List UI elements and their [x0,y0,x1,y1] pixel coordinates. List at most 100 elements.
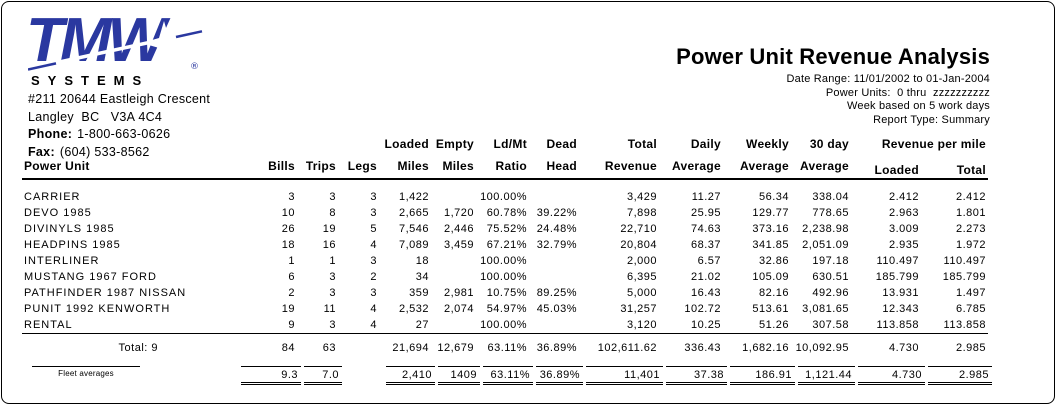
power-unit-name: DIVINYLS 1985 [24,223,115,235]
column-header: Empty [435,137,474,151]
spacer-row [22,179,988,189]
table-cell: 6.57 [697,255,721,267]
table-cell: 630.51 [812,271,849,283]
table-cell: 3 [329,271,336,283]
column-header: Ratio [476,151,529,180]
table-row: PUNIT 1992 KENWORTH 19 11 4 2,532 2,074 54.97%… [22,301,988,317]
power-unit-name: RENTAL [24,319,73,331]
table-cell: 4 [370,319,377,331]
table-cell: 51.26 [758,319,789,331]
table-cell: 778.65 [812,207,849,219]
table-cell: 45.03% [536,303,577,315]
table-cell: 3 [288,191,295,203]
fleet-cell: 7.0 [297,366,342,408]
table-cell: 100.00% [480,255,527,267]
fleet-average-value: 4.730 [858,366,925,385]
total-cell: 10,092.95 [791,333,851,366]
table-cell: 18 [281,239,295,251]
fleet-cell: 2.985 [921,366,992,408]
logo-swoosh-tail-left [28,62,57,71]
table-cell: 22,710 [620,223,657,235]
fleet-cell: 9.3 [234,366,301,408]
fleet-cell: 37.38 [659,366,727,408]
table-cell: 3 [370,207,377,219]
table-cell: 13.931 [882,287,919,299]
table-cell: 7,089 [398,239,429,251]
table-cell [529,269,579,285]
fleet-average-value: 186.91 [730,366,795,385]
table-cell: 10.25 [690,319,721,331]
table-row: DEVO 1985 10 8 3 2,665 1,720 60.78% 39.22% 7,898… [22,205,988,221]
power-unit-name: MUSTANG 1967 FORD [24,271,157,283]
table-cell: 2,238.98 [802,223,849,235]
fleet-cell: Fleet averages [22,366,234,408]
table-cell: 359 [409,287,429,299]
table-cell: 2,981 [443,287,474,299]
column-header: Trips [297,151,338,180]
total-cell: 36.89% [529,333,579,366]
table-row: CARRIER 3 3 3 1,422 100.00% 3,429 11.27 56.34 338… [22,189,988,205]
total-row: Total: 9 84 63 21,694 12,679 63.11% 36.89% 102,… [22,333,988,366]
table-cell: 34 [415,271,429,283]
table-cell: 10 [281,207,295,219]
table-cell: 6.785 [955,303,986,315]
table-cell: 2,000 [626,255,657,267]
table-cell: 1.972 [955,239,986,251]
power-unit-name: CARRIER [24,191,81,203]
table-cell: 25.95 [690,207,721,219]
table-cell: 2,532 [398,303,429,315]
table-cell: 5 [370,223,377,235]
column-header [234,136,297,151]
table-row: PATHFINDER 1987 NISSAN 2 3 3 359 2,981 10.75% 8… [22,285,988,301]
column-header: Weekly [746,137,789,151]
column-header: Ld/Mt [493,137,527,151]
power-unit-name: DEVO 1985 [24,207,92,219]
table-cell: 67.21% [486,239,527,251]
table-cell: 2.963 [888,207,919,219]
column-header: Miles [431,151,476,180]
total-cell [338,333,379,366]
table-cell: 74.63 [690,223,721,235]
logo-star [142,21,186,65]
power-unit-name: PATHFINDER 1987 NISSAN [24,287,187,299]
column-header: Miles [379,151,431,180]
table-cell: 4 [370,239,377,251]
phone-value: 1-800-663-0626 [77,127,171,141]
table-cell: 2 [288,287,295,299]
column-group-header-revenue-per-mile: Revenue per mile [881,137,986,151]
total-cell: 84 [234,333,297,366]
fleet-cell: 1,121.44 [791,366,855,408]
table-row: INTERLINER 1 1 3 18 100.00% 2,000 6.57 32.86 197.… [22,253,988,269]
fleet-averages-row: Fleet averages 9.3 7.0 2,410 1409 63.11% 36.89… [22,366,992,408]
table-cell: 100.00% [480,191,527,203]
table-cell: 54.97% [486,303,527,315]
table-cell: 12.343 [882,303,919,315]
table-cell: 8 [329,207,336,219]
table-cell: 3,120 [626,319,657,331]
table-cell: 32.86 [758,255,789,267]
total-cell: 336.43 [659,333,723,366]
date-range: Date Range: 11/01/2002 to 01-Jan-2004 [786,73,990,85]
table-cell: 185.799 [942,271,986,283]
column-header: Dead [546,137,577,151]
table-cell: 56.34 [758,191,789,203]
table-cell: 7,546 [398,223,429,235]
table-cell: 6 [288,271,295,283]
table-cell: 18 [415,255,429,267]
table-cell: 19 [281,303,295,315]
table-cell [431,269,476,285]
table-cell: 3 [370,255,377,267]
table-cell: 3 [370,287,377,299]
total-cell: 102,611.62 [579,333,659,366]
column-header: Loaded [851,151,921,180]
total-cell: 2.985 [921,333,988,366]
fleet-average-value: 63.11% [483,366,533,385]
table-cell: 2.412 [888,191,919,203]
table-cell: 113.858 [943,319,986,331]
table-cell: 9 [288,319,295,331]
table-cell [529,253,579,269]
table-cell: 60.78% [486,207,527,219]
column-header: Head [529,151,579,180]
table-cell: 185.799 [875,271,919,283]
